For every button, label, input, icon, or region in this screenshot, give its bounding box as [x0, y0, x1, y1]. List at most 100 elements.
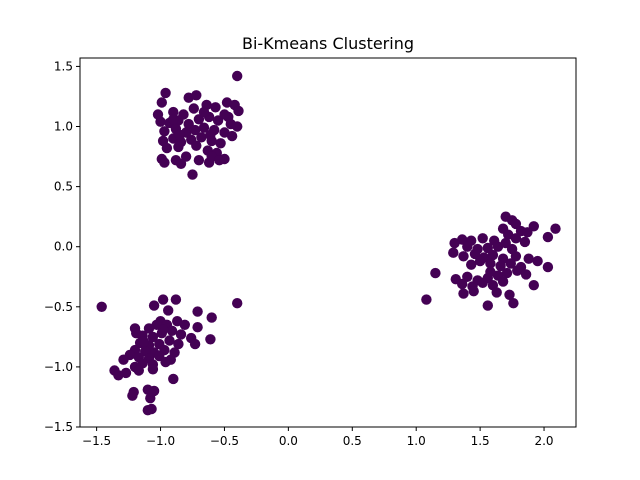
data-point: [458, 288, 469, 299]
data-point: [469, 248, 481, 260]
data-point: [430, 267, 441, 279]
data-point: [485, 266, 496, 278]
data-point: [505, 258, 516, 269]
data-point: [127, 390, 138, 401]
data-point: [210, 102, 221, 113]
data-point: [520, 269, 532, 280]
data-point: [163, 305, 174, 316]
data-point: [196, 132, 207, 143]
data-point: [474, 255, 486, 267]
data-point: [138, 336, 150, 347]
data-point: [504, 289, 515, 300]
data-point: [180, 151, 192, 162]
data-point: [157, 294, 169, 305]
data-point: [532, 255, 543, 267]
data-point: [495, 260, 506, 272]
data-point: [189, 338, 201, 350]
y-tick-label: 0.5: [54, 180, 73, 194]
data-point: [160, 87, 171, 99]
data-point: [113, 370, 124, 381]
data-point: [159, 126, 170, 137]
data-point: [457, 278, 468, 290]
data-point: [147, 331, 159, 343]
data-point: [219, 109, 230, 120]
data-point: [133, 365, 144, 376]
data-point: [164, 335, 175, 346]
x-tick-label: 1.5: [471, 434, 490, 448]
chart-title: Bi-Kmeans Clustering: [242, 34, 414, 53]
x-tick-label: −1.0: [146, 434, 175, 448]
x-axis: −1.5 −1.0 −0.5 0.0 0.5 1.0 1.5 2.0: [82, 427, 554, 448]
data-point: [232, 70, 243, 82]
data-point: [173, 338, 184, 350]
points-layer: [96, 70, 561, 416]
data-point: [198, 106, 210, 118]
data-point: [542, 261, 554, 273]
data-point: [198, 122, 210, 133]
y-tick-label: 1.0: [54, 120, 73, 134]
y-axis: −1.5 −1.0 −0.5 0.0 0.5 1.0 1.5: [44, 59, 80, 434]
data-point: [510, 218, 522, 230]
data-point: [550, 223, 561, 234]
data-point: [155, 116, 166, 127]
plot-frame: [79, 57, 577, 428]
y-tick-label: 1.5: [54, 59, 73, 73]
y-tick-label: −1.5: [44, 420, 73, 434]
data-point: [205, 334, 216, 345]
data-point: [161, 142, 173, 154]
data-point: [462, 241, 473, 252]
data-point: [214, 155, 225, 166]
data-point: [458, 251, 469, 262]
data-point: [159, 157, 170, 168]
data-point: [468, 286, 479, 297]
data-point: [148, 300, 160, 311]
data-point: [487, 249, 499, 261]
data-point: [482, 242, 493, 254]
data-point: [477, 277, 488, 288]
data-point: [168, 373, 179, 385]
data-point: [448, 247, 459, 258]
data-point: [523, 253, 534, 264]
data-point: [156, 97, 167, 108]
x-tick-label: 0.5: [343, 434, 362, 448]
data-point: [118, 354, 129, 365]
data-point: [510, 233, 522, 244]
data-point: [157, 324, 169, 335]
data-point: [96, 301, 107, 312]
data-point: [206, 312, 217, 323]
data-point: [131, 328, 142, 339]
y-tick-label: 0.0: [54, 240, 73, 254]
data-point: [462, 271, 473, 282]
data-point: [160, 356, 171, 368]
data-point: [421, 294, 432, 305]
data-point: [145, 393, 156, 404]
data-point: [168, 114, 179, 125]
y-tick-label: −1.0: [44, 360, 73, 374]
data-point: [477, 233, 488, 244]
data-point: [512, 265, 523, 276]
data-point: [232, 298, 243, 309]
data-point: [542, 231, 554, 243]
data-point: [192, 306, 203, 317]
data-point: [174, 129, 185, 141]
x-tick-label: −0.5: [210, 434, 239, 448]
x-tick-label: 1.0: [407, 434, 426, 448]
data-point: [193, 114, 205, 125]
data-point: [510, 251, 522, 262]
data-point: [143, 323, 155, 334]
data-point: [187, 169, 198, 180]
data-point: [519, 236, 531, 248]
x-tick-label: 2.0: [534, 434, 553, 448]
data-point: [168, 106, 179, 118]
x-tick-label: −1.5: [82, 434, 111, 448]
data-point: [175, 158, 187, 169]
data-point: [192, 322, 203, 333]
data-point: [175, 329, 187, 340]
data-point: [508, 298, 519, 309]
data-point: [170, 294, 182, 305]
data-point: [233, 105, 244, 117]
data-point: [173, 141, 184, 153]
y-tick-label: −0.5: [44, 300, 73, 314]
